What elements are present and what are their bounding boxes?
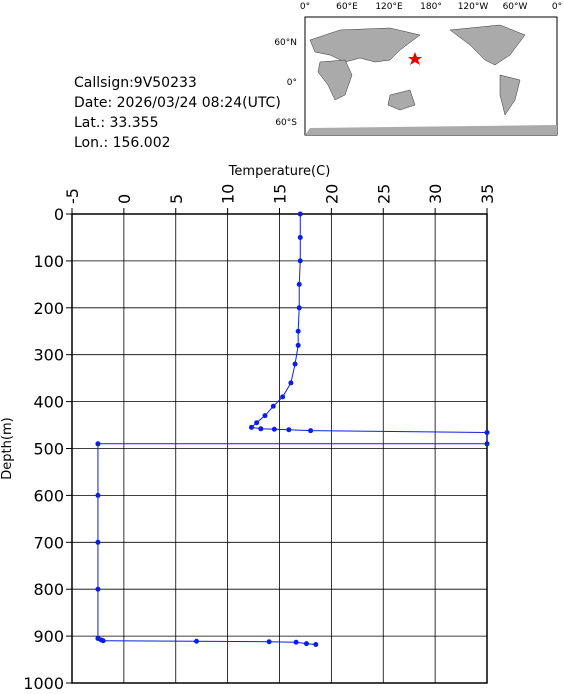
y-tick-label: 500 xyxy=(33,440,64,459)
x-tick-label: 10 xyxy=(219,184,238,204)
profile-point xyxy=(484,430,490,436)
profile-point xyxy=(271,426,277,432)
profile-point xyxy=(295,328,301,334)
profile-point xyxy=(297,258,303,264)
lon: Lon.: 156.002 xyxy=(74,135,171,151)
y-tick-label: 600 xyxy=(33,486,64,505)
x-tick-label: 15 xyxy=(271,184,290,204)
callsign: Callsign:9V50233 xyxy=(74,75,197,91)
y-tick-label: 1000 xyxy=(23,674,64,690)
profile-point xyxy=(295,342,301,348)
south-america xyxy=(499,74,521,116)
profile-point xyxy=(297,234,303,240)
profile-point xyxy=(297,211,303,217)
y-tick-label: 800 xyxy=(33,580,64,599)
profile-point xyxy=(270,403,276,409)
date: Date: 2026/03/24 08:24(UTC) xyxy=(74,95,281,111)
profile-point xyxy=(95,586,101,592)
map-lon-label: 60°E xyxy=(336,2,358,12)
map-lon-label: 0° xyxy=(552,2,562,12)
map-lat-label: 0° xyxy=(287,78,297,88)
x-tick-label: 25 xyxy=(374,184,393,204)
info-block: Callsign:9V50233 Date: 2026/03/24 08:24(… xyxy=(74,75,281,151)
profile-point xyxy=(292,361,298,367)
profile-point xyxy=(280,394,286,400)
y-tick-label: 700 xyxy=(33,533,64,552)
profile-point xyxy=(308,428,314,434)
profile-point xyxy=(100,638,106,644)
x-axis-label: Temperature(C) xyxy=(228,164,331,179)
x-tick-label: 20 xyxy=(322,184,341,204)
north-america xyxy=(449,24,526,66)
profile-point xyxy=(266,639,272,645)
y-tick-label: 200 xyxy=(33,299,64,318)
profile-point xyxy=(296,305,302,311)
y-axis-label: Depth(m) xyxy=(0,417,15,479)
lat: Lat.: 33.355 xyxy=(74,115,158,131)
x-tick-label: 5 xyxy=(167,194,186,204)
profile-point xyxy=(95,492,101,498)
position-star xyxy=(408,52,422,65)
x-tick-label: -5 xyxy=(63,188,82,204)
profile-point xyxy=(262,413,268,419)
profile-line xyxy=(97,214,488,646)
profile-point xyxy=(258,426,264,432)
profile-point xyxy=(286,427,292,433)
y-tick-label: 0 xyxy=(54,205,64,224)
x-tick-label: 30 xyxy=(426,184,445,204)
eurasia xyxy=(309,27,421,63)
y-tick-label: 900 xyxy=(33,627,64,646)
profile-point xyxy=(484,441,490,447)
map-lon-label: 180° xyxy=(420,2,442,12)
map-lon-label: 120°W xyxy=(458,2,489,12)
map-lat-label: 60°N xyxy=(274,38,297,48)
australia xyxy=(387,89,416,111)
africa xyxy=(317,59,353,101)
profile-point xyxy=(293,639,299,645)
profile-point xyxy=(303,641,309,647)
profile-point xyxy=(95,441,101,447)
map-lon-label: 60°W xyxy=(503,2,528,12)
profile-point xyxy=(296,281,302,287)
profile-point xyxy=(248,424,254,430)
profile-point xyxy=(254,420,260,426)
x-tick-label: 0 xyxy=(115,194,134,204)
map-lon-label: 120°E xyxy=(375,2,403,12)
antarctica xyxy=(305,125,557,135)
map-lat-label: 60°S xyxy=(275,118,297,128)
map-lon-label: 0° xyxy=(300,2,310,12)
map xyxy=(304,16,558,136)
profile-point xyxy=(288,380,294,386)
y-tick-label: 100 xyxy=(33,252,64,271)
x-tick-label: 35 xyxy=(478,184,497,204)
plot-frame xyxy=(71,213,488,684)
profile-point xyxy=(95,539,101,545)
y-tick-label: 400 xyxy=(33,393,64,412)
profile-point xyxy=(313,642,319,648)
profile-point xyxy=(194,638,199,644)
y-tick-label: 300 xyxy=(33,346,64,365)
